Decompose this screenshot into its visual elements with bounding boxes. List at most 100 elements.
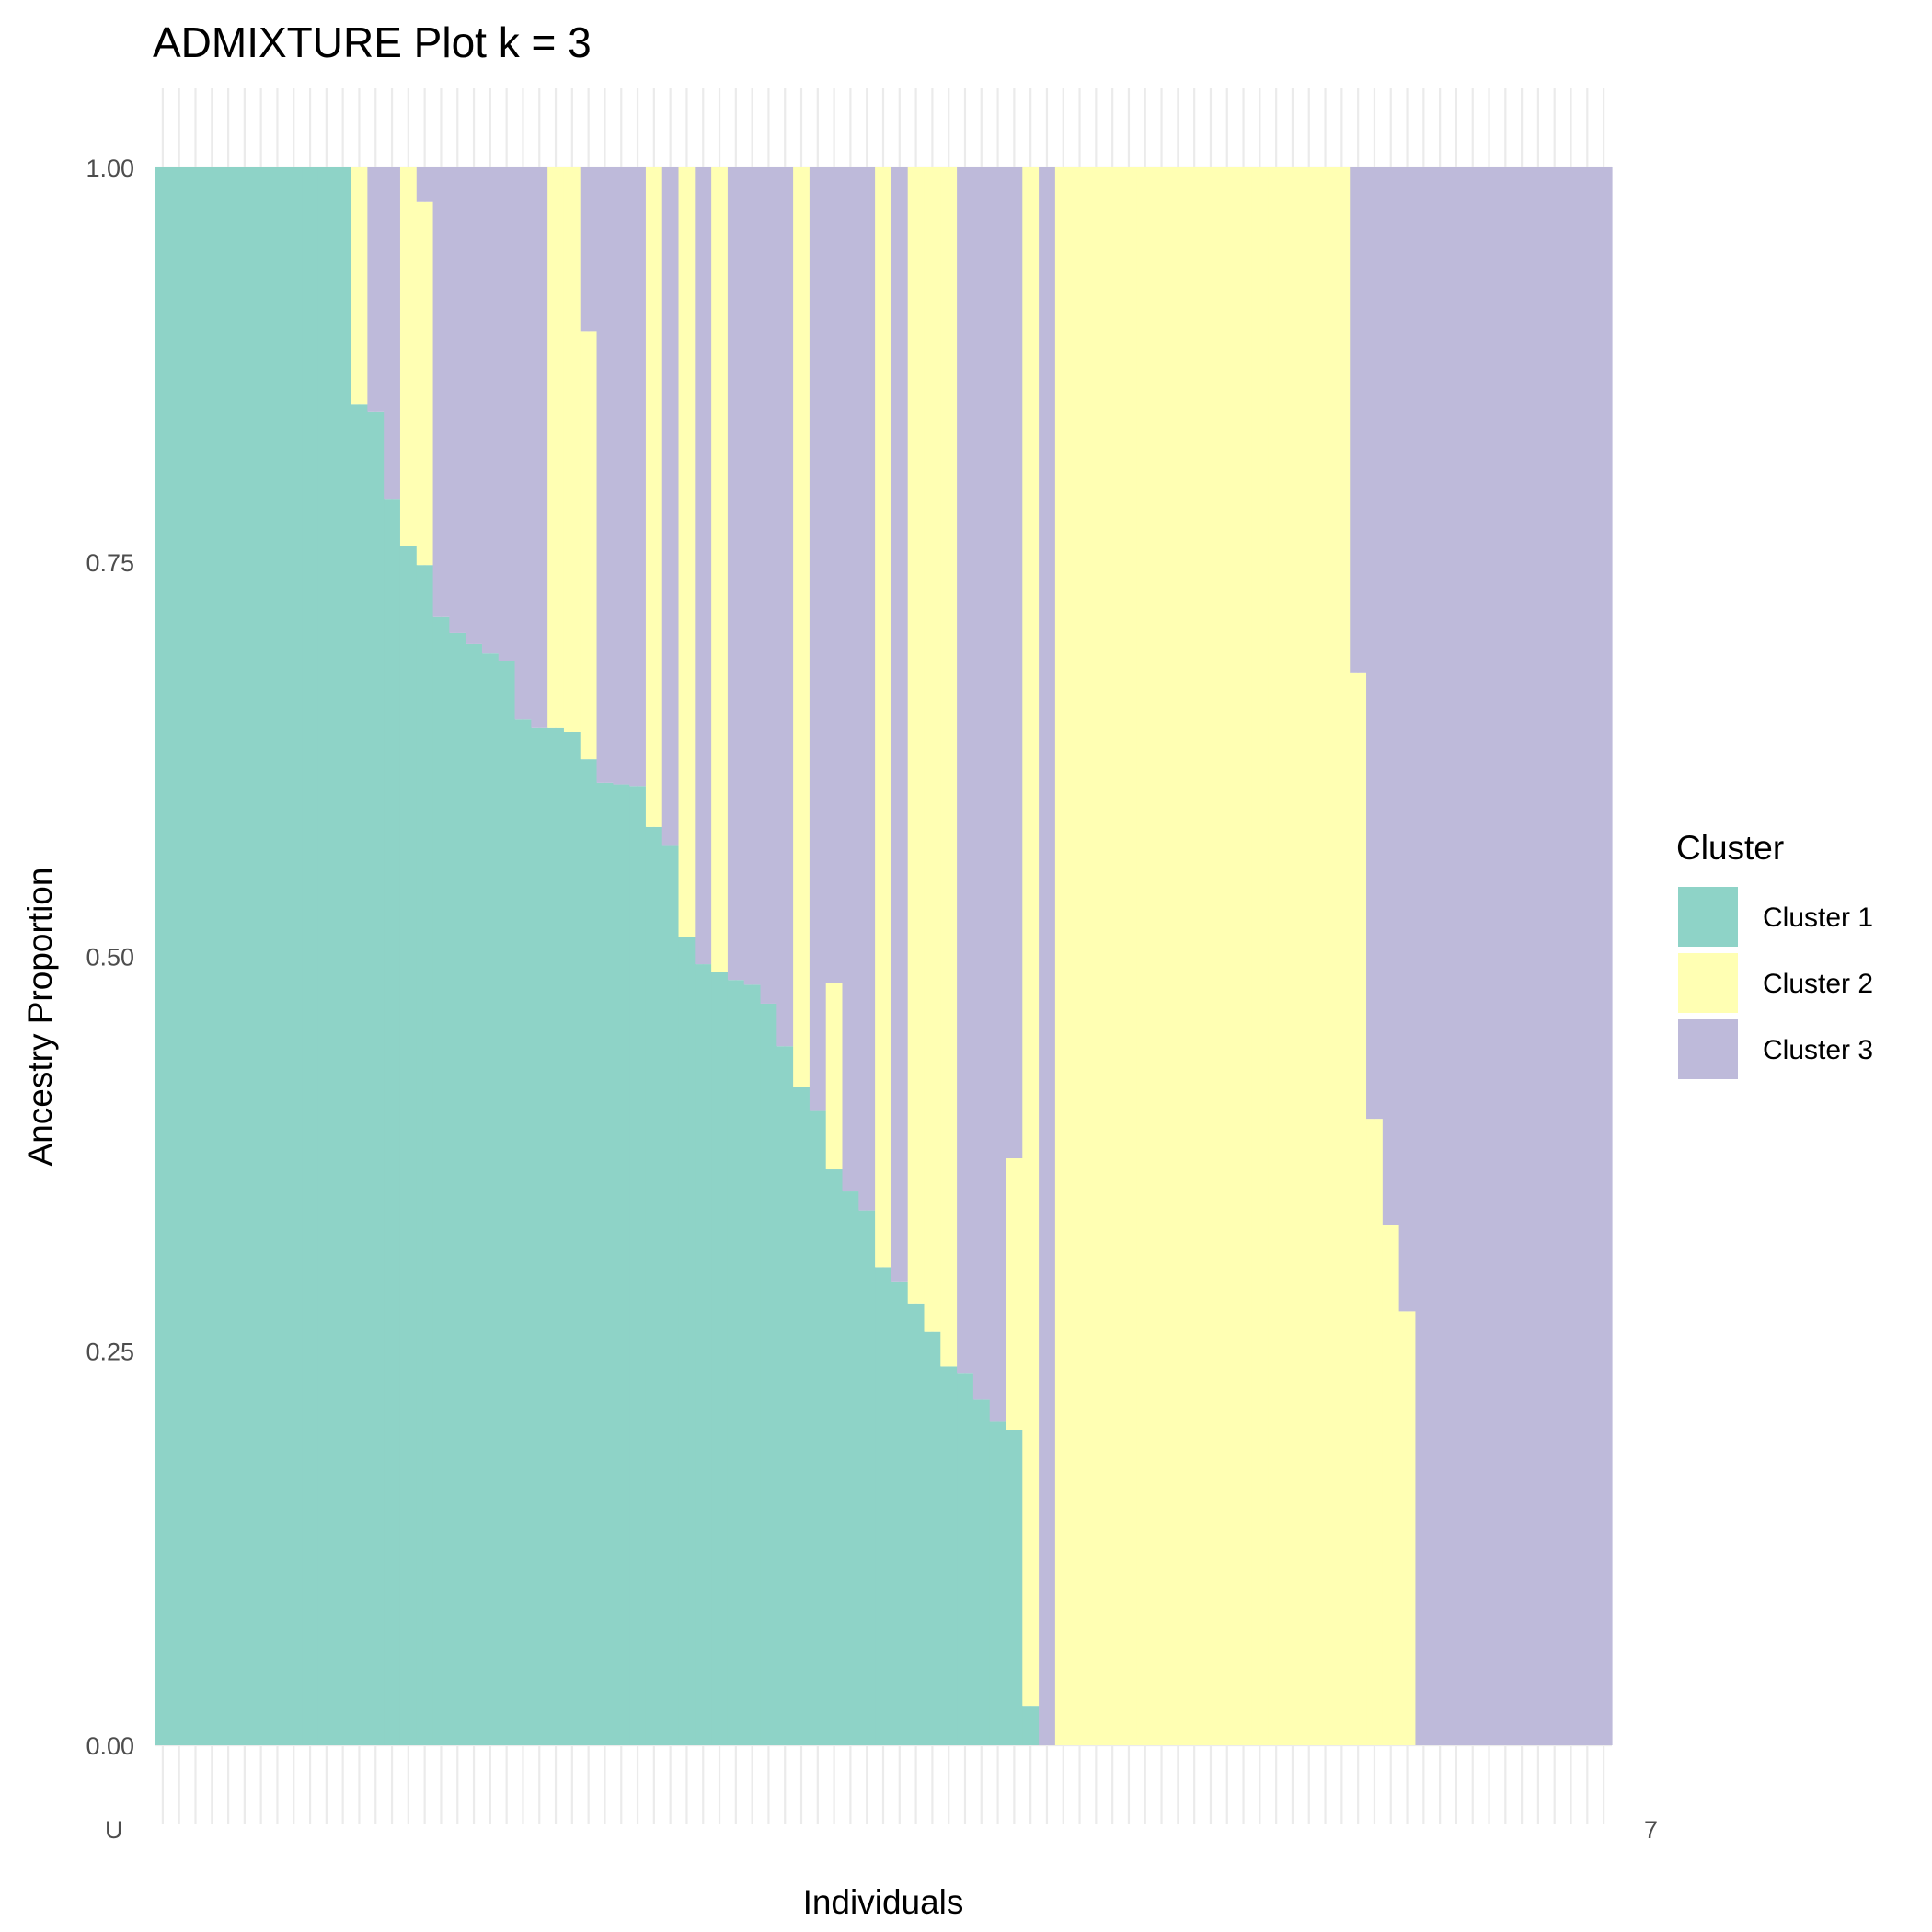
individual-bar [514,167,532,1745]
bar-segment-cluster-1 [384,499,401,1745]
bar-segment-cluster-3 [367,167,385,412]
individual-bar [1530,167,1547,1745]
y-tick-label: 0.75 [86,549,134,577]
individual-bar [891,167,909,1745]
legend-label-cluster-3: Cluster 3 [1763,1035,1873,1065]
bar-segment-cluster-3 [842,167,859,1192]
individual-bar [416,167,434,1746]
bar-segment-cluster-2 [1087,167,1105,1745]
bar-segment-cluster-2 [1333,167,1351,1745]
bar-segment-cluster-2 [1153,167,1171,1745]
bar-segment-cluster-2 [563,167,581,732]
bar-segment-cluster-3 [531,167,548,728]
individual-bar [907,167,926,1745]
bar-segment-cluster-2 [1366,1119,1384,1745]
bar-segment-cluster-1 [252,167,270,1745]
bar-segment-cluster-2 [351,167,368,405]
individual-bar [1366,167,1384,1745]
bar-segment-cluster-1 [629,786,647,1745]
y-axis-title: Ancestry Proportion [21,868,59,1167]
bar-segment-cluster-2 [1136,167,1155,1745]
individual-bar [825,167,844,1745]
bars [155,167,1613,1746]
individual-bar [1333,167,1351,1745]
individual-bar [1415,167,1432,1745]
bar-segment-cluster-1 [727,980,745,1745]
bar-segment-cluster-1 [875,1267,892,1745]
individual-bar [1480,167,1499,1745]
bar-segment-cluster-2 [1186,167,1203,1745]
bar-segment-cluster-1 [678,937,696,1745]
individual-bar [1579,167,1596,1745]
individual-bar [1071,167,1089,1745]
individual-bar [317,167,336,1745]
bar-segment-cluster-1 [203,167,221,1745]
individual-bar [1186,167,1203,1745]
individual-bar [203,167,221,1745]
individual-bar [1464,167,1482,1745]
bar-segment-cluster-1 [1006,1430,1023,1745]
legend-label-cluster-2: Cluster 2 [1763,969,1873,999]
bar-segment-cluster-3 [1595,167,1613,1745]
bar-segment-cluster-1 [580,759,598,1745]
bar-segment-cluster-3 [858,167,876,1211]
individual-bar [1169,167,1187,1745]
individual-bar [367,167,385,1746]
individual-bar [957,167,974,1745]
individual-bar [1595,167,1613,1745]
individual-bar [661,167,680,1745]
bar-segment-cluster-1 [907,1303,926,1745]
individual-bar [1382,167,1400,1745]
individual-bar [972,167,991,1745]
bar-segment-cluster-2 [924,167,941,1332]
bar-segment-cluster-3 [1579,167,1596,1745]
individual-bar [678,167,696,1745]
bar-segment-cluster-1 [743,984,762,1745]
bar-segment-cluster-2 [711,167,729,972]
individual-bar [1546,167,1564,1745]
bar-segment-cluster-3 [449,167,466,633]
individual-bar [1006,167,1023,1745]
individual-bar [252,167,270,1745]
bar-segment-cluster-1 [776,1046,794,1745]
bar-segment-cluster-2 [1317,167,1335,1745]
bar-segment-cluster-3 [1006,167,1023,1159]
legend-title: Cluster [1676,829,1784,867]
individual-bar [531,167,548,1746]
y-tick-label: 0.00 [86,1732,134,1760]
bar-segment-cluster-1 [924,1331,941,1745]
bar-segment-cluster-1 [334,167,352,1745]
bar-segment-cluster-1 [416,565,434,1746]
individual-bar [466,167,483,1746]
bar-segment-cluster-3 [498,167,516,661]
individual-bar [989,167,1007,1745]
individual-bar [727,167,745,1745]
individual-bar [580,167,598,1745]
individual-bar [809,167,827,1745]
bar-segment-cluster-1 [613,784,630,1746]
bar-segment-cluster-1 [695,964,712,1745]
individual-bar [596,167,614,1745]
bar-segment-cluster-2 [1218,167,1236,1745]
bar-segment-cluster-1 [367,411,385,1746]
bar-segment-cluster-2 [1022,167,1040,1707]
bar-segment-cluster-2 [1398,1311,1417,1745]
individual-bar [645,167,663,1745]
individual-bar [155,167,172,1745]
bar-segment-cluster-2 [1121,167,1138,1745]
bar-segment-cluster-2 [1054,167,1073,1745]
chart-title: ADMIXTURE Plot k = 3 [153,18,592,66]
bar-segment-cluster-2 [1235,167,1253,1745]
individual-bar [1398,167,1417,1745]
bar-segment-cluster-1 [432,616,450,1745]
bar-segment-cluster-2 [940,167,958,1367]
individual-bar [1054,167,1073,1745]
individual-bar [1300,167,1318,1745]
bar-segment-cluster-1 [399,546,418,1745]
individual-bar [1121,167,1138,1745]
bar-segment-cluster-2 [1284,167,1302,1745]
bar-segment-cluster-1 [891,1281,909,1745]
bar-segment-cluster-1 [940,1366,958,1745]
